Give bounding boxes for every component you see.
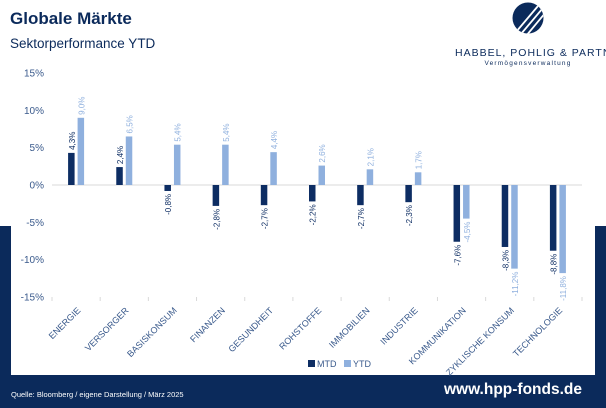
y-tick-label: 0% [30, 181, 45, 192]
data-label-ytd: 6,5% [126, 115, 135, 133]
category-label: VERSORGER [83, 305, 131, 353]
legend-label-mtd: MTD [317, 359, 337, 369]
sector-performance-chart: -15% -10% -5% 0% 5% 10% 15% 4,3% 9,0% ENERGIE 2,4%… [21, 69, 583, 377]
legend-swatch-ytd [344, 360, 351, 367]
y-tick-label: -10% [21, 255, 44, 266]
data-label-ytd: -11,8% [559, 276, 568, 301]
bar-mtd [260, 185, 268, 206]
data-label-mtd: -2,3% [405, 205, 414, 226]
data-label-mtd: -8,8% [550, 254, 559, 275]
bar-ytd [366, 169, 374, 185]
website-link[interactable]: www.hpp-fonds.de [443, 381, 582, 398]
data-label-mtd: -0,8% [164, 194, 173, 215]
bar-mtd [309, 185, 316, 202]
category-label: BASISKONSUM [125, 305, 179, 359]
bar-mtd [116, 167, 123, 185]
legend-swatch-mtd [308, 360, 315, 367]
bar-ytd [173, 144, 181, 185]
right-accent-bar [595, 226, 606, 408]
bar-mtd [549, 185, 557, 251]
bar-mtd [453, 185, 461, 242]
data-label-mtd: -7,6% [453, 245, 462, 266]
category-label: INDUSTRIE [378, 305, 419, 346]
category-label: GESUNDHEIT [226, 305, 275, 354]
bar-ytd [318, 165, 325, 185]
category-label: ENERGIE [47, 305, 83, 341]
bar-ytd [463, 185, 470, 219]
data-label-ytd: 5,4% [174, 123, 183, 141]
bar-ytd [125, 136, 133, 185]
category-label: FINANZEN [188, 305, 227, 344]
y-tick-label: -15% [21, 293, 44, 304]
data-label-ytd: 1,7% [415, 151, 424, 169]
bar-mtd [68, 152, 75, 185]
data-label-mtd: 2,4% [116, 146, 125, 164]
data-label-mtd: -2,7% [357, 208, 366, 229]
company-logo: HABBEL, POHLIG & PARTNER Vermögensverwal… [455, 2, 606, 68]
bar-mtd [212, 185, 220, 206]
data-label-mtd: -2,8% [212, 209, 221, 230]
data-label-ytd: 4,4% [270, 131, 279, 149]
category-label: IMMOBILIEN [327, 305, 372, 350]
bar-ytd [511, 185, 518, 269]
bar-mtd [501, 185, 509, 247]
bar-mtd [164, 185, 171, 191]
data-label-mtd: 4,3% [68, 132, 77, 150]
data-label-mtd: -2,2% [309, 204, 318, 225]
data-label-ytd: 2,1% [366, 148, 375, 166]
page-title: Globale Märkte [10, 9, 132, 28]
source-note: Quelle: Bloomberg / eigene Darstellung /… [11, 390, 184, 399]
data-label-mtd: -8,3% [501, 250, 510, 271]
y-tick-label: 10% [24, 106, 44, 117]
category-label: ROHSTOFFE [277, 305, 323, 351]
bar-ytd [270, 152, 277, 185]
page-subtitle: Sektorperformance YTD [10, 36, 156, 51]
logo-company-name: HABBEL, POHLIG & PARTNER [455, 47, 606, 59]
legend-label-ytd: YTD [353, 359, 372, 369]
data-label-ytd: 9,0% [77, 97, 86, 115]
bar-ytd [414, 172, 422, 185]
bar-ytd [77, 117, 85, 185]
footer-band [0, 375, 606, 408]
category-label: TECHNOLOGIE [511, 305, 564, 358]
bar-ytd [222, 144, 229, 185]
y-tick-label: 5% [30, 143, 45, 154]
data-label-ytd: -4,5% [463, 222, 472, 243]
data-label-ytd: 2,6% [318, 144, 327, 162]
data-label-mtd: -2,7% [261, 208, 270, 229]
y-tick-label: -5% [26, 218, 44, 229]
bar-mtd [405, 185, 412, 203]
data-label-ytd: -11,2% [511, 272, 520, 297]
bar-ytd [559, 185, 566, 274]
data-label-ytd: 5,4% [222, 123, 231, 141]
bar-mtd [357, 185, 364, 206]
logo-emblem-icon [512, 2, 544, 34]
logo-tagline: Vermögensverwaltung [484, 60, 572, 67]
left-accent-bar [0, 226, 11, 408]
y-tick-label: 15% [24, 69, 44, 80]
